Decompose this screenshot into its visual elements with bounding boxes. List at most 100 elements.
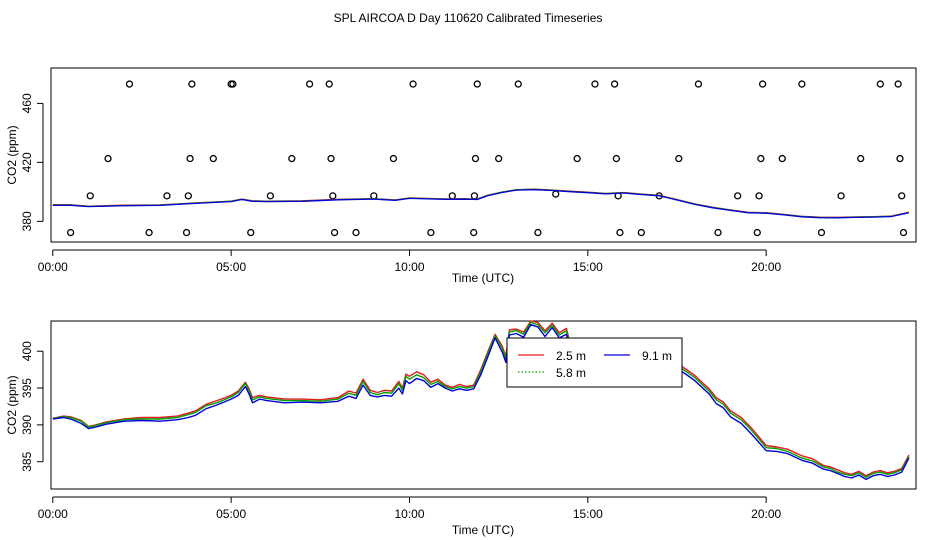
top-series-line xyxy=(52,189,910,219)
data-point xyxy=(182,228,191,237)
data-point xyxy=(837,192,845,200)
data-point xyxy=(552,190,560,198)
top-y-label: CO2 (ppm) xyxy=(5,125,19,184)
data-point xyxy=(145,228,153,237)
top-x-tick-label: 05:00 xyxy=(216,260,246,274)
data-point xyxy=(229,80,237,88)
data-point xyxy=(495,154,503,163)
bottom-panel: 385 390 395 400 00:00 05:00 10:00 15:00 20:00 T… xyxy=(5,320,917,537)
chart-title: SPL AIRCOA D Day 110620 Calibrated Times… xyxy=(334,11,603,25)
legend-label-9-1m: 9.1 m xyxy=(642,349,672,363)
bottom-y-label: CO2 (ppm) xyxy=(5,375,19,434)
legend-label-2-5m: 2.5 m xyxy=(556,349,586,363)
data-point xyxy=(778,154,786,163)
data-point xyxy=(186,154,194,163)
top-x-tick-label: 15:00 xyxy=(573,260,603,274)
legend-box xyxy=(506,337,683,388)
series-line-2-5-m xyxy=(52,320,910,477)
data-point xyxy=(894,80,902,88)
bottom-x-axis: 00:00 05:00 10:00 15:00 20:00 xyxy=(38,496,782,521)
top-line xyxy=(52,188,910,219)
data-point xyxy=(714,228,722,237)
bottom-x-tick-label: 00:00 xyxy=(38,507,68,521)
top-y-tick-label: 420 xyxy=(20,152,34,172)
series-line-9-1-m xyxy=(52,324,910,481)
data-point xyxy=(798,80,806,88)
top-series-line xyxy=(52,188,910,218)
top-x-tick-label: 20:00 xyxy=(751,260,781,274)
data-point xyxy=(266,192,275,200)
top-x-axis: 00:00 05:00 10:00 15:00 20:00 xyxy=(38,249,782,274)
data-point xyxy=(188,80,196,88)
data-point xyxy=(325,80,333,88)
data-point xyxy=(573,154,581,163)
data-point xyxy=(753,228,761,237)
top-y-tick-label: 380 xyxy=(20,211,34,231)
data-point xyxy=(817,228,826,237)
top-x-tick-label: 10:00 xyxy=(394,260,424,274)
data-point xyxy=(247,228,255,237)
top-points xyxy=(66,80,908,237)
bottom-y-axis: 385 390 395 400 xyxy=(20,341,44,472)
data-point xyxy=(209,154,217,163)
data-point xyxy=(409,80,417,88)
bottom-x-tick-label: 20:00 xyxy=(751,507,781,521)
data-point xyxy=(86,192,94,200)
data-point xyxy=(389,154,398,163)
data-point xyxy=(125,80,134,88)
top-series-line xyxy=(52,188,910,219)
series-line-5-8-m xyxy=(52,321,910,478)
data-point xyxy=(755,192,763,200)
top-x-tick-label: 00:00 xyxy=(38,260,68,274)
data-point xyxy=(758,80,767,88)
top-x-label: Time (UTC) xyxy=(452,271,514,285)
data-point xyxy=(733,192,742,200)
bottom-y-tick-label: 390 xyxy=(20,415,34,435)
data-point xyxy=(370,192,378,200)
data-point xyxy=(612,154,621,163)
data-point xyxy=(694,80,703,88)
legend-label-5-8m: 5.8 m xyxy=(556,366,586,380)
bottom-x-label: Time (UTC) xyxy=(452,523,514,537)
data-point xyxy=(184,192,192,200)
data-point xyxy=(896,154,904,163)
top-y-axis: 380 420 460 xyxy=(20,93,44,231)
data-point xyxy=(591,80,599,88)
data-point xyxy=(514,80,522,88)
data-point xyxy=(470,192,479,200)
data-point xyxy=(898,192,906,200)
legend: 2.5 m 5.8 m 9.1 m xyxy=(506,337,683,388)
data-point xyxy=(330,228,339,237)
bottom-y-tick-label: 395 xyxy=(20,378,34,398)
bottom-x-tick-label: 05:00 xyxy=(216,507,246,521)
data-point xyxy=(288,154,296,163)
data-point xyxy=(327,154,335,163)
data-point xyxy=(675,154,683,163)
data-point xyxy=(610,80,619,88)
data-point xyxy=(305,80,314,88)
top-plot-frame xyxy=(50,67,917,243)
data-point xyxy=(637,228,645,237)
bottom-y-tick-label: 385 xyxy=(20,451,34,471)
bottom-x-tick-label: 15:00 xyxy=(573,507,603,521)
data-point xyxy=(899,228,908,237)
data-point xyxy=(470,228,478,237)
data-point xyxy=(352,228,360,237)
data-point xyxy=(448,192,456,200)
bottom-y-tick-label: 400 xyxy=(20,341,34,361)
bottom-plot-frame xyxy=(50,320,917,490)
data-point xyxy=(473,80,481,88)
data-point xyxy=(163,192,171,200)
bottom-series xyxy=(52,320,910,481)
data-point xyxy=(876,80,884,88)
data-point xyxy=(329,192,337,200)
data-point xyxy=(66,228,75,237)
data-point xyxy=(616,228,624,237)
data-point xyxy=(471,154,480,163)
data-point xyxy=(104,154,112,163)
data-point xyxy=(857,154,865,163)
data-point xyxy=(427,228,435,237)
bottom-x-tick-label: 10:00 xyxy=(394,507,424,521)
data-point xyxy=(534,228,542,237)
